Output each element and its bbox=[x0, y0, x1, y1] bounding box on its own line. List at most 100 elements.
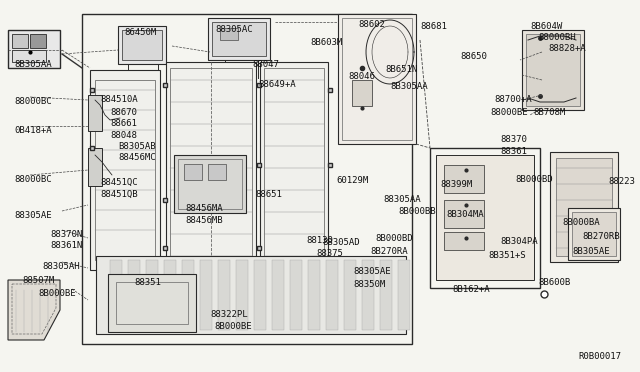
Text: 88370: 88370 bbox=[500, 135, 527, 144]
Text: 88047: 88047 bbox=[252, 60, 279, 69]
Bar bbox=[260, 62, 328, 277]
Bar bbox=[164, 260, 176, 330]
Bar bbox=[326, 260, 338, 330]
Text: 8B000BB: 8B000BB bbox=[398, 207, 436, 216]
Text: 8B305AE: 8B305AE bbox=[572, 247, 610, 256]
Text: 88350M: 88350M bbox=[353, 280, 385, 289]
Text: 8B603M: 8B603M bbox=[310, 38, 342, 47]
Bar bbox=[12, 50, 46, 62]
Text: 88305AC: 88305AC bbox=[215, 25, 253, 34]
Text: 88650: 88650 bbox=[460, 52, 487, 61]
Text: 88700+A: 88700+A bbox=[494, 95, 532, 104]
Text: 88000BE: 88000BE bbox=[490, 108, 527, 117]
Bar bbox=[166, 62, 256, 277]
Bar bbox=[212, 22, 266, 56]
Bar bbox=[308, 260, 320, 330]
Bar bbox=[522, 30, 584, 110]
Bar bbox=[128, 260, 140, 330]
Text: 8B304MA: 8B304MA bbox=[446, 210, 484, 219]
Bar bbox=[236, 260, 248, 330]
Text: 8B600B: 8B600B bbox=[538, 278, 570, 287]
Text: 88361N: 88361N bbox=[50, 241, 83, 250]
Bar bbox=[208, 18, 270, 60]
Text: 8B708M: 8B708M bbox=[533, 108, 565, 117]
Bar bbox=[338, 14, 416, 144]
Text: 88507M: 88507M bbox=[22, 276, 54, 285]
Bar bbox=[116, 282, 188, 324]
Text: 88828+A: 88828+A bbox=[548, 44, 586, 53]
Text: 88305AA: 88305AA bbox=[383, 195, 420, 204]
Bar bbox=[12, 34, 28, 48]
Bar bbox=[430, 148, 540, 288]
Text: 88456MA: 88456MA bbox=[185, 204, 223, 213]
Bar bbox=[264, 68, 324, 271]
Text: 88351: 88351 bbox=[134, 278, 161, 287]
Bar bbox=[272, 260, 284, 330]
Text: 8B304PA: 8B304PA bbox=[500, 237, 538, 246]
Text: 88602: 88602 bbox=[358, 20, 385, 29]
Text: 88451QC: 88451QC bbox=[100, 178, 138, 187]
Text: 88305AH: 88305AH bbox=[42, 262, 79, 271]
Text: 60129M: 60129M bbox=[336, 176, 368, 185]
Bar bbox=[146, 260, 158, 330]
Bar bbox=[526, 34, 580, 106]
Text: 88305AD: 88305AD bbox=[322, 238, 360, 247]
Bar bbox=[380, 260, 392, 330]
Text: 8B000BD: 8B000BD bbox=[375, 234, 413, 243]
Text: 88305AE: 88305AE bbox=[14, 211, 52, 220]
Text: B8305AB: B8305AB bbox=[118, 142, 156, 151]
Text: 88370N: 88370N bbox=[50, 230, 83, 239]
Text: 88681: 88681 bbox=[420, 22, 447, 31]
Text: 8B000BE: 8B000BE bbox=[214, 322, 252, 331]
Bar bbox=[342, 18, 412, 140]
Bar bbox=[572, 212, 616, 256]
Text: 88456MB: 88456MB bbox=[185, 216, 223, 225]
Bar bbox=[290, 260, 302, 330]
Text: 8B351+S: 8B351+S bbox=[488, 251, 525, 260]
Text: 0B418+A: 0B418+A bbox=[14, 126, 52, 135]
Bar bbox=[568, 208, 620, 260]
Text: 88046: 88046 bbox=[348, 72, 375, 81]
Text: 8B000BD: 8B000BD bbox=[515, 175, 552, 184]
Bar bbox=[118, 26, 166, 64]
Text: 8B000BA: 8B000BA bbox=[562, 218, 600, 227]
Bar bbox=[95, 80, 155, 260]
Text: 88048: 88048 bbox=[110, 131, 137, 140]
Bar bbox=[556, 158, 612, 256]
Text: 86450M: 86450M bbox=[124, 28, 156, 37]
Bar bbox=[182, 260, 194, 330]
Bar bbox=[550, 152, 618, 262]
Text: 88451QB: 88451QB bbox=[100, 190, 138, 199]
Text: 8B305AA: 8B305AA bbox=[14, 60, 52, 69]
Text: 8B162+A: 8B162+A bbox=[452, 285, 490, 294]
Text: 88399M: 88399M bbox=[440, 180, 472, 189]
Bar bbox=[96, 256, 406, 334]
Bar bbox=[444, 232, 484, 250]
Bar bbox=[174, 155, 246, 213]
Bar bbox=[200, 260, 212, 330]
Bar bbox=[344, 260, 356, 330]
Bar bbox=[184, 164, 202, 180]
Text: 884510A: 884510A bbox=[100, 95, 138, 104]
Text: 8B651N: 8B651N bbox=[385, 65, 417, 74]
Bar bbox=[444, 165, 484, 193]
Text: 8B000BE: 8B000BE bbox=[38, 289, 76, 298]
Bar bbox=[208, 164, 226, 180]
Text: 8B604W: 8B604W bbox=[530, 22, 563, 31]
Text: 88651: 88651 bbox=[255, 190, 282, 199]
Text: 88000BH: 88000BH bbox=[538, 33, 575, 42]
Text: 8B270RB: 8B270RB bbox=[582, 232, 620, 241]
Bar bbox=[30, 34, 46, 48]
Text: 88649+A: 88649+A bbox=[258, 80, 296, 89]
Bar bbox=[108, 274, 196, 332]
Polygon shape bbox=[8, 280, 60, 340]
Bar bbox=[398, 260, 410, 330]
Text: 88130: 88130 bbox=[306, 236, 333, 245]
Bar bbox=[254, 260, 266, 330]
Bar bbox=[90, 70, 160, 270]
Text: 88223: 88223 bbox=[608, 177, 635, 186]
Bar bbox=[170, 68, 252, 271]
Text: 88322PL: 88322PL bbox=[210, 310, 248, 319]
Text: 88670: 88670 bbox=[110, 108, 137, 117]
Text: 8B305AA: 8B305AA bbox=[390, 82, 428, 91]
